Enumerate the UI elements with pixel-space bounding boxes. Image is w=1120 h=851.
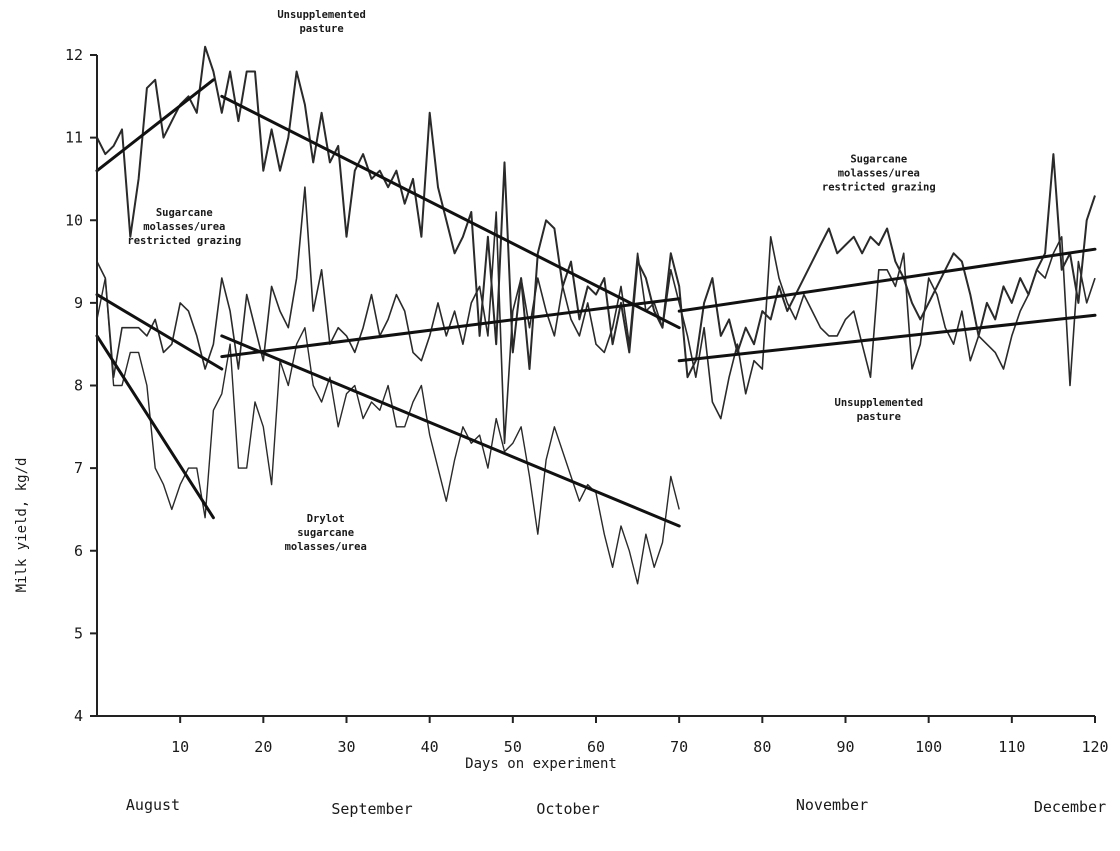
annotation-line: molasses/urea — [838, 167, 920, 179]
y-ticks: 4 5 6 7 8 9 10 11 12 — [65, 46, 97, 725]
y-tick-label: 9 — [74, 294, 83, 312]
y-tick-label: 11 — [65, 129, 83, 147]
annotation-line: Sugarcane — [156, 207, 213, 219]
axes — [96, 55, 1095, 717]
y-tick-label: 6 — [74, 542, 83, 560]
trend-line — [220, 297, 681, 359]
annotation-line: sugarcane — [297, 527, 354, 539]
annotation-line: Sugarcane — [850, 153, 907, 165]
trend-line — [95, 334, 215, 520]
month-label: October — [536, 800, 599, 818]
series-line-2 — [96, 186, 1096, 445]
month-label: December — [1034, 798, 1106, 816]
x-tick-label: 50 — [504, 738, 522, 756]
x-axis-title: Days on experiment — [465, 756, 617, 772]
y-tick-label: 12 — [65, 46, 83, 64]
annotation-line: restricted grazing — [822, 181, 936, 193]
trend-line — [95, 293, 224, 371]
y-tick-label: 7 — [74, 459, 83, 477]
series-line-1 — [96, 45, 1096, 379]
x-tick-label: 40 — [421, 738, 439, 756]
x-tick-label: 120 — [1081, 738, 1108, 756]
annotation-line: Unsupplemented — [835, 397, 924, 409]
annotation-line: pasture — [299, 23, 343, 35]
y-tick-label: 10 — [65, 211, 83, 229]
trend-line — [677, 313, 1097, 363]
trend-line — [220, 94, 681, 330]
annotation-line: restricted grazing — [127, 235, 241, 247]
month-label: September — [331, 800, 412, 818]
x-ticks: 10 20 30 40 50 60 70 80 90 100 110 120 — [171, 716, 1109, 756]
x-tick-label: 80 — [753, 738, 771, 756]
annotation-sug_left: Sugarcane molasses/urea restricted grazing — [127, 207, 241, 247]
x-tick-label: 90 — [836, 738, 854, 756]
annotation-drylot: Drylot sugarcane molasses/urea — [285, 513, 367, 553]
y-axis-title: Milk yield, kg/d — [14, 458, 30, 593]
series-line-3 — [96, 277, 680, 585]
y-tick-label: 5 — [74, 624, 83, 642]
trend-line — [220, 334, 681, 528]
annotations: Unsupplemented pasture Sugarcane molasses/u… — [127, 9, 935, 553]
y-tick-label: 8 — [74, 377, 83, 395]
annotation-sug_right: Sugarcane molasses/urea restricted grazing — [822, 153, 936, 193]
x-tick-label: 70 — [670, 738, 688, 756]
x-tick-label: 60 — [587, 738, 605, 756]
month-labels: August September October November Decemb… — [126, 796, 1106, 818]
annotation-unsupp_right: Unsupplemented pasture — [835, 397, 924, 423]
annotation-line: molasses/urea — [143, 221, 225, 233]
x-tick-label: 110 — [998, 738, 1025, 756]
annotation-line: Drylot — [307, 513, 345, 525]
trend-line — [95, 78, 215, 173]
plot-lines — [96, 45, 1096, 585]
annotation-line: Unsupplemented — [277, 9, 366, 21]
trend-line — [677, 247, 1097, 313]
month-label: November — [796, 796, 868, 814]
annotation-line: molasses/urea — [285, 541, 367, 553]
month-label: August — [126, 796, 180, 814]
x-tick-label: 10 — [171, 738, 189, 756]
y-tick-label: 4 — [74, 707, 83, 725]
x-tick-label: 20 — [254, 738, 272, 756]
x-tick-label: 30 — [337, 738, 355, 756]
x-tick-label: 100 — [915, 738, 942, 756]
trend-lines — [95, 78, 1097, 528]
annotation-line: pasture — [857, 411, 901, 423]
annotation-unsupp_top: Unsupplemented pasture — [277, 9, 366, 35]
